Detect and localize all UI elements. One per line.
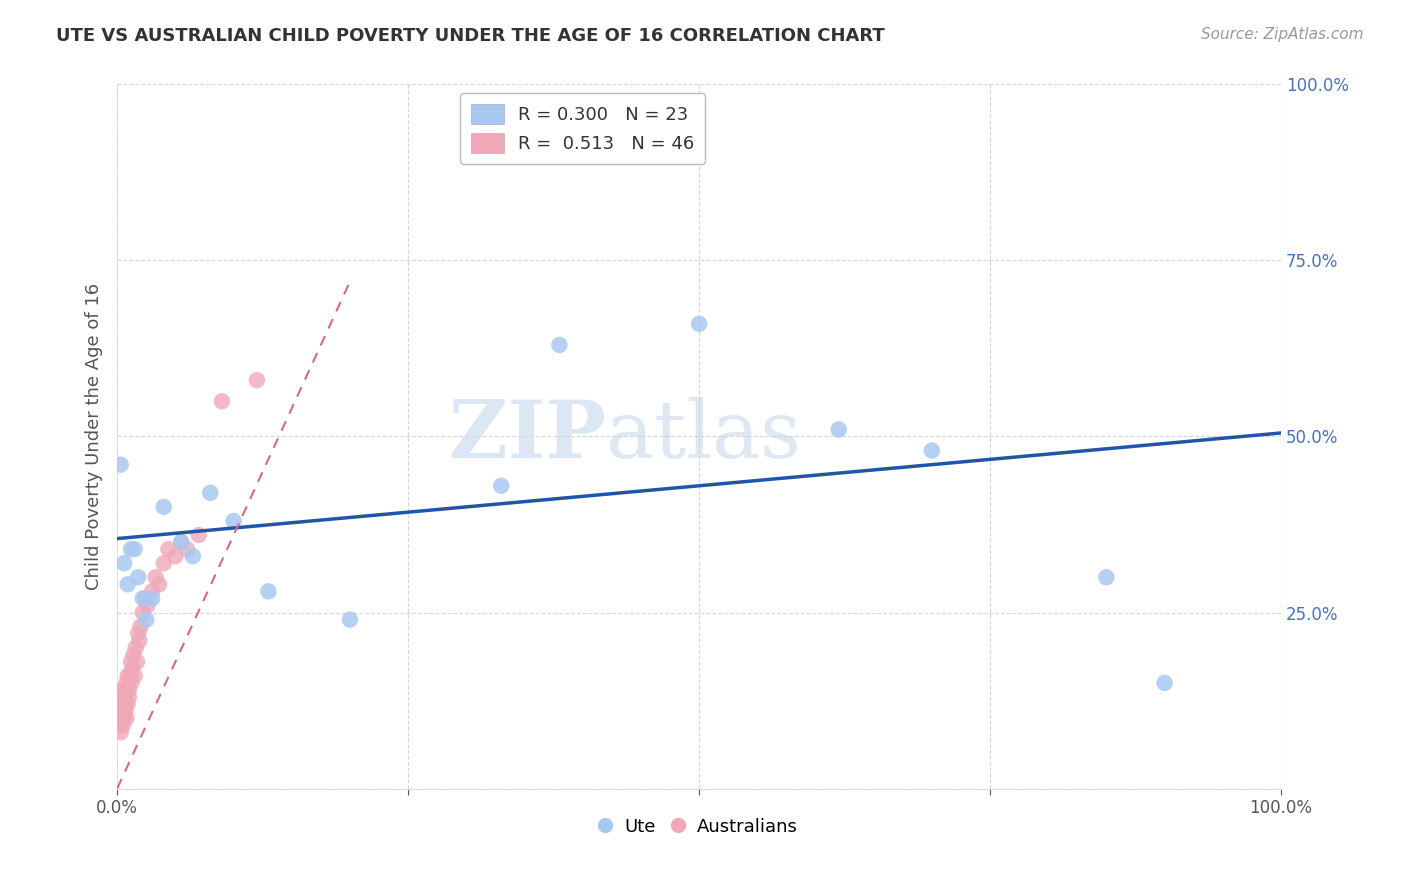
Point — [141, 591, 163, 606]
Point — [222, 514, 245, 528]
Text: ZIP: ZIP — [449, 398, 606, 475]
Point — [200, 485, 222, 500]
Point — [132, 606, 155, 620]
Point — [257, 584, 280, 599]
Point — [828, 422, 851, 436]
Point — [108, 718, 131, 732]
Point — [114, 682, 136, 697]
Point — [211, 394, 233, 409]
Point — [1153, 676, 1175, 690]
Point — [124, 542, 146, 557]
Point — [111, 697, 134, 711]
Point — [107, 711, 129, 725]
Point — [117, 669, 139, 683]
Point — [120, 676, 142, 690]
Point — [112, 556, 135, 570]
Point — [339, 613, 361, 627]
Point — [111, 682, 134, 697]
Point — [181, 549, 204, 564]
Point — [111, 718, 134, 732]
Point — [152, 556, 174, 570]
Point — [117, 697, 139, 711]
Point — [108, 690, 131, 704]
Point — [110, 697, 132, 711]
Text: atlas: atlas — [606, 398, 801, 475]
Y-axis label: Child Poverty Under the Age of 16: Child Poverty Under the Age of 16 — [86, 283, 103, 590]
Point — [114, 697, 136, 711]
Point — [132, 591, 155, 606]
Point — [115, 676, 138, 690]
Point — [122, 648, 145, 662]
Point — [111, 704, 134, 718]
Point — [141, 584, 163, 599]
Point — [112, 711, 135, 725]
Point — [128, 633, 150, 648]
Point — [110, 725, 132, 739]
Point — [118, 669, 141, 683]
Point — [121, 662, 143, 676]
Point — [135, 613, 157, 627]
Point — [489, 479, 512, 493]
Point — [548, 338, 571, 352]
Point — [127, 570, 149, 584]
Point — [152, 500, 174, 514]
Point — [145, 570, 167, 584]
Point — [170, 535, 193, 549]
Point — [127, 626, 149, 640]
Point — [170, 535, 193, 549]
Point — [165, 549, 187, 564]
Point — [187, 528, 209, 542]
Point — [114, 704, 136, 718]
Point — [176, 542, 198, 557]
Point — [688, 317, 710, 331]
Point — [125, 655, 148, 669]
Point — [120, 655, 142, 669]
Legend: Ute, Australians: Ute, Australians — [593, 811, 804, 843]
Point — [118, 690, 141, 704]
Point — [117, 577, 139, 591]
Point — [118, 682, 141, 697]
Point — [124, 669, 146, 683]
Text: Source: ZipAtlas.com: Source: ZipAtlas.com — [1201, 27, 1364, 42]
Point — [120, 542, 142, 557]
Point — [125, 640, 148, 655]
Point — [246, 373, 269, 387]
Point — [111, 711, 134, 725]
Point — [112, 690, 135, 704]
Text: UTE VS AUSTRALIAN CHILD POVERTY UNDER THE AGE OF 16 CORRELATION CHART: UTE VS AUSTRALIAN CHILD POVERTY UNDER TH… — [56, 27, 884, 45]
Point — [115, 711, 138, 725]
Point — [134, 591, 156, 606]
Point — [1095, 570, 1118, 584]
Point — [110, 458, 132, 472]
Point — [129, 619, 152, 633]
Point — [157, 542, 180, 557]
Point — [136, 599, 159, 613]
Point — [148, 577, 170, 591]
Point — [921, 443, 943, 458]
